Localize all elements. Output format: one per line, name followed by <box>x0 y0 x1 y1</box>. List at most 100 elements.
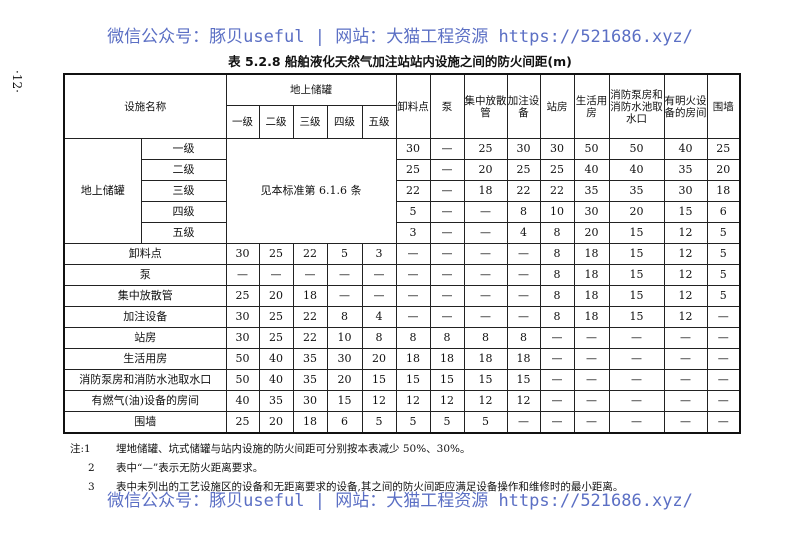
table-cell: 18 <box>463 180 508 202</box>
table-cell: 15 <box>395 369 431 391</box>
table-cell: 30 <box>225 306 260 328</box>
table-cell: 22 <box>292 306 328 328</box>
table-cell: 8 <box>539 243 575 265</box>
table-cell: 15 <box>429 369 465 391</box>
table-cell: — <box>608 348 665 370</box>
table-cell: 25 <box>258 243 294 265</box>
note-item: 2 表中“—”表示无防火距离要求。 <box>88 459 623 478</box>
table-cell: 15 <box>608 306 665 328</box>
table-cell: — <box>608 390 665 412</box>
table-cell: 18 <box>292 411 328 434</box>
table-cell: — <box>463 285 508 307</box>
table-cell: — <box>326 264 363 286</box>
table-row: 围墙 25 20 18 6 5 5 5 5— — — — — — <box>63 411 741 434</box>
tank-grade-header: 五级 <box>361 105 397 139</box>
table-cell: 18 <box>429 348 465 370</box>
table-cell: 5 <box>706 285 741 307</box>
table-cell: 35 <box>608 180 665 202</box>
table-row: 加注设备 30 25 22 8 4— — — —8 18 15 12— <box>63 306 741 328</box>
table-cell: 8 <box>539 222 575 244</box>
table-cell: 25 <box>225 285 260 307</box>
table-cell: 35 <box>573 180 610 202</box>
table-row: 集中放散管 25 20 18— — — — — —8 18 15 12 5 <box>63 285 741 307</box>
table-cell: 20 <box>361 348 397 370</box>
column-header: 卸料点 <box>395 73 431 139</box>
table-cell: 10 <box>326 327 363 349</box>
table-cell: 8 <box>326 306 363 328</box>
table-cell: — <box>706 306 741 328</box>
row-name: 卸料点 <box>63 243 227 265</box>
table-cell: 12 <box>663 285 708 307</box>
table-cell: — <box>463 201 508 223</box>
watermark-bottom: 微信公众号：豚贝useful | 网站：大猫工程资源 https://52168… <box>107 491 693 511</box>
table-cell: — <box>663 369 708 391</box>
table-cell: — <box>573 411 610 434</box>
table-cell: — <box>429 201 465 223</box>
table-cell: — <box>706 390 741 412</box>
column-header: 站房 <box>539 73 575 139</box>
row-name: 围墙 <box>63 411 227 434</box>
table-cell: 20 <box>258 285 294 307</box>
table-cell: — <box>539 369 575 391</box>
table-cell: 25 <box>539 159 575 181</box>
table-cell: 5 <box>429 411 465 434</box>
table-cell: 15 <box>506 369 541 391</box>
table-cell: 8 <box>506 201 541 223</box>
row-grade: 四级 <box>140 201 227 223</box>
table-cell: 8 <box>539 306 575 328</box>
table-cell: — <box>506 264 541 286</box>
table-cell: 15 <box>361 369 397 391</box>
table-cell: — <box>292 264 328 286</box>
note-text: 埋地储罐、坑式储罐与站内设施的防火间距可分别按本表减少 50%、30%。 <box>116 443 471 455</box>
table-cell: 12 <box>395 390 431 412</box>
row-grade: 一级 <box>140 138 227 160</box>
table-cell: — <box>663 348 708 370</box>
table-cell: 6 <box>326 411 363 434</box>
table-cell: 5 <box>706 222 741 244</box>
table-cell: 35 <box>292 369 328 391</box>
table-cell: — <box>361 285 397 307</box>
table-cell: — <box>429 243 465 265</box>
table-cell: 5 <box>706 264 741 286</box>
table-cell: 8 <box>539 285 575 307</box>
fire-distance-table: 设施名称 地上储罐 卸料点泵集中放散管 加注设备 站房 生活用房 消防泵房和消防水池取水口有… <box>63 73 742 434</box>
table-cell: 18 <box>573 285 610 307</box>
table-cell: 30 <box>326 348 363 370</box>
table-cell: 20 <box>326 369 363 391</box>
table-cell: 18 <box>573 306 610 328</box>
table-cell: — <box>573 327 610 349</box>
table-cell: — <box>506 243 541 265</box>
table-cell: 25 <box>463 138 508 160</box>
table-cell: 4 <box>506 222 541 244</box>
table-cell: — <box>706 348 741 370</box>
note-item: 3 表中未列出的工艺设施区的设备和无距离要求的设备,其之间的防火间距应满足设备操作… <box>88 478 623 497</box>
table-cell: 15 <box>608 264 665 286</box>
table-cell: — <box>258 264 294 286</box>
table-cell: — <box>573 390 610 412</box>
table-cell: 30 <box>663 180 708 202</box>
table-cell: — <box>539 348 575 370</box>
column-header: 围墙 <box>706 73 741 139</box>
table-cell: 35 <box>292 348 328 370</box>
table-cell: — <box>463 264 508 286</box>
header-tank-group: 地上储罐 <box>225 73 397 106</box>
table-cell: 15 <box>463 369 508 391</box>
table-cell: 25 <box>706 138 741 160</box>
table-cell: — <box>506 411 541 434</box>
table-cell: 8 <box>361 327 397 349</box>
table-cell: 12 <box>663 264 708 286</box>
table-cell: — <box>539 327 575 349</box>
table-cell: — <box>429 159 465 181</box>
table-cell: — <box>429 306 465 328</box>
table-row: 消防泵房和消防水池取水口 50 40 35 20 15 15 15 15 15— — — — — <box>63 369 741 391</box>
table-row: 五级 3— —4 8 20 15 12 5 <box>64 222 741 244</box>
table-cell: — <box>225 264 260 286</box>
table-row: 二级 25—20 25 25 40 40 35 20 <box>64 159 741 181</box>
table-cell: 20 <box>258 411 294 434</box>
table-cell: 5 <box>706 243 741 265</box>
table-cell: 40 <box>258 369 294 391</box>
table-cell: 50 <box>225 348 260 370</box>
column-header: 加注设备 <box>506 73 541 139</box>
table-cell: 20 <box>463 159 508 181</box>
table-cell: — <box>429 180 465 202</box>
